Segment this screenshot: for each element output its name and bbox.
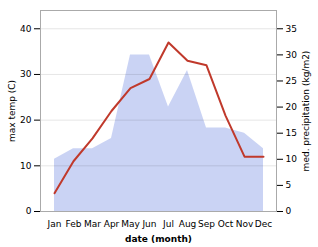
- svg-text:Aug: Aug: [179, 219, 197, 229]
- svg-text:Feb: Feb: [66, 219, 82, 229]
- svg-text:15: 15: [286, 128, 297, 138]
- svg-text:date (month): date (month): [125, 234, 192, 244]
- svg-text:Jul: Jul: [162, 219, 174, 229]
- svg-text:Oct: Oct: [218, 219, 234, 229]
- svg-text:40: 40: [20, 24, 32, 34]
- svg-text:35: 35: [286, 24, 297, 34]
- svg-text:30: 30: [20, 69, 32, 79]
- svg-text:Jun: Jun: [141, 219, 156, 229]
- svg-text:Dec: Dec: [255, 219, 272, 229]
- svg-text:30: 30: [286, 50, 298, 60]
- svg-text:20: 20: [286, 102, 298, 112]
- svg-text:10: 10: [286, 154, 298, 164]
- svg-text:med. precipitation (kg/m2): med. precipitation (kg/m2): [301, 51, 311, 172]
- svg-text:Sep: Sep: [198, 219, 215, 229]
- svg-text:5: 5: [286, 180, 292, 190]
- svg-text:Mar: Mar: [84, 219, 101, 229]
- svg-text:0: 0: [286, 206, 292, 216]
- svg-text:Jan: Jan: [47, 219, 62, 229]
- svg-text:0: 0: [26, 206, 32, 216]
- svg-text:max temp (C): max temp (C): [7, 80, 17, 142]
- svg-text:20: 20: [20, 115, 32, 125]
- svg-text:10: 10: [20, 161, 32, 171]
- svg-text:Apr: Apr: [104, 219, 120, 229]
- svg-text:Nov: Nov: [236, 219, 254, 229]
- svg-text:May: May: [121, 219, 140, 229]
- svg-text:25: 25: [286, 76, 297, 86]
